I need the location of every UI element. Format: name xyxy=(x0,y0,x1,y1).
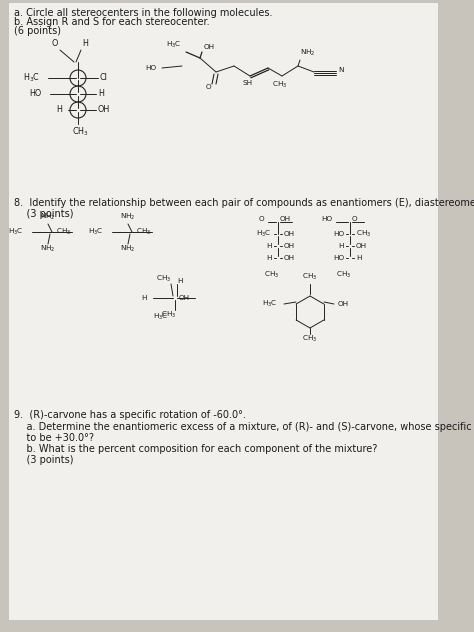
Text: H: H xyxy=(142,295,147,301)
Text: (6 points): (6 points) xyxy=(14,26,61,36)
Text: HO: HO xyxy=(145,65,156,71)
Text: OH: OH xyxy=(284,231,295,237)
Text: SH: SH xyxy=(243,80,253,86)
Text: NH$_2$: NH$_2$ xyxy=(300,48,315,58)
Text: H$_3$C: H$_3$C xyxy=(153,312,169,322)
Text: OH: OH xyxy=(356,243,367,249)
Text: CH$_3$: CH$_3$ xyxy=(72,126,89,138)
Text: H: H xyxy=(56,106,62,114)
Text: H$_3$C: H$_3$C xyxy=(23,72,40,84)
Text: NH$_2$: NH$_2$ xyxy=(40,244,55,254)
Text: H: H xyxy=(82,39,88,48)
Text: HO: HO xyxy=(321,216,332,222)
Text: to be +30.0°?: to be +30.0°? xyxy=(14,433,94,443)
Text: (3 points): (3 points) xyxy=(14,455,73,465)
Text: O: O xyxy=(52,39,58,48)
Text: HO: HO xyxy=(30,90,42,99)
Text: OH: OH xyxy=(179,295,190,301)
Text: H: H xyxy=(266,243,272,249)
Text: H: H xyxy=(266,255,272,261)
Text: CH$_3$: CH$_3$ xyxy=(337,270,352,280)
Text: CH$_3$: CH$_3$ xyxy=(356,229,371,239)
Text: CH$_3$: CH$_3$ xyxy=(302,334,318,344)
Text: b. Assign R and S for each stereocenter.: b. Assign R and S for each stereocenter. xyxy=(14,17,210,27)
Text: H$_3$C: H$_3$C xyxy=(89,227,104,237)
Text: 9.  (R)-carvone has a specific rotation of -60.0°.: 9. (R)-carvone has a specific rotation o… xyxy=(14,410,246,420)
Text: a. Determine the enantiomeric excess of a mixture, of (R)- and (S)-carvone, whos: a. Determine the enantiomeric excess of … xyxy=(14,422,474,432)
Text: CH$_3$: CH$_3$ xyxy=(273,80,288,90)
Text: O: O xyxy=(352,216,357,222)
Text: CH$_3$: CH$_3$ xyxy=(155,274,171,284)
Text: CH$_3$: CH$_3$ xyxy=(56,227,71,237)
Text: OH: OH xyxy=(280,216,291,222)
Text: Cl: Cl xyxy=(100,73,108,83)
Text: CH$_3$: CH$_3$ xyxy=(264,270,280,280)
Text: H$_3$C: H$_3$C xyxy=(9,227,24,237)
Text: OH: OH xyxy=(338,301,349,307)
Text: HO: HO xyxy=(333,231,344,237)
Text: CH$_3$: CH$_3$ xyxy=(161,310,177,320)
Text: b. What is the percent composition for each component of the mixture?: b. What is the percent composition for e… xyxy=(14,444,377,454)
Text: (3 points): (3 points) xyxy=(14,209,73,219)
Text: HO: HO xyxy=(333,255,344,261)
Text: OH: OH xyxy=(284,243,295,249)
Text: a. Circle all stereocenters in the following molecules.: a. Circle all stereocenters in the follo… xyxy=(14,8,273,18)
Text: 8.  Identify the relationship between each pair of compounds as enantiomers (E),: 8. Identify the relationship between eac… xyxy=(14,198,474,208)
Text: H$_3$C: H$_3$C xyxy=(263,299,278,309)
Text: OH: OH xyxy=(204,44,215,50)
Text: OH: OH xyxy=(98,106,110,114)
FancyBboxPatch shape xyxy=(8,2,438,620)
Text: O: O xyxy=(258,216,264,222)
Text: H$_3$C: H$_3$C xyxy=(166,40,182,50)
Text: H: H xyxy=(356,255,362,261)
Text: NH$_2$: NH$_2$ xyxy=(120,212,136,222)
Text: H: H xyxy=(177,278,182,284)
Text: H$_3$C: H$_3$C xyxy=(256,229,272,239)
Text: CH$_3$: CH$_3$ xyxy=(136,227,151,237)
Text: OH: OH xyxy=(284,255,295,261)
Text: CH$_3$: CH$_3$ xyxy=(302,272,318,282)
Text: NH$_2$: NH$_2$ xyxy=(120,244,136,254)
Text: N: N xyxy=(338,67,344,73)
Text: H: H xyxy=(98,90,104,99)
Text: H: H xyxy=(338,243,344,249)
Text: O: O xyxy=(205,84,211,90)
Text: NH$_2$: NH$_2$ xyxy=(40,212,55,222)
